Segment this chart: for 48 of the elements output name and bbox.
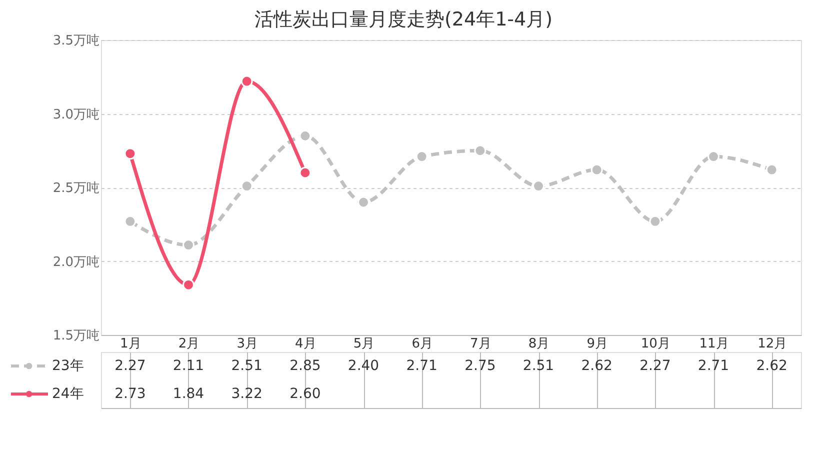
data-label: 2.75 [464, 358, 496, 374]
data-label: 1.84 [172, 386, 204, 402]
data-label: 2.51 [522, 358, 554, 374]
data-label: 2.73 [114, 386, 146, 402]
data-label: 3.22 [231, 386, 262, 402]
point [474, 144, 486, 157]
data-label: 2.60 [290, 386, 321, 402]
y-tick-label: 3.0万吨 [52, 107, 100, 122]
point [240, 180, 253, 192]
point [124, 148, 136, 160]
point [358, 196, 370, 208]
data-label: 2.11 [172, 358, 204, 374]
point [299, 166, 312, 179]
x-tick-label: 11月 [699, 336, 729, 352]
y-tick-label: 2.0万吨 [52, 254, 100, 270]
x-tick-label: 7月 [470, 336, 492, 352]
point [590, 164, 603, 176]
x-tick-label: 1月 [120, 336, 142, 352]
legend-label: 24年 [52, 386, 84, 402]
x-tick-label: 8月 [528, 336, 550, 352]
data-label: 2.51 [231, 358, 262, 374]
data-label: 2.71 [698, 358, 730, 374]
y-tick-label: 1.5万吨 [52, 328, 100, 344]
x-tick-label: 9月 [586, 336, 608, 352]
x-tick-label: 4月 [295, 336, 316, 352]
x-tick-label: 12月 [758, 336, 788, 352]
x-tick-label: 2月 [178, 336, 200, 352]
point [299, 130, 312, 142]
x-tick-label: 3月 [236, 336, 258, 352]
point [649, 215, 662, 228]
data-label: 2.62 [581, 358, 612, 374]
point [240, 75, 253, 88]
point [766, 164, 778, 176]
x-tick-label: 5月 [353, 336, 375, 352]
data-label: 2.40 [348, 358, 380, 374]
data-label: 2.27 [640, 358, 671, 374]
y-tick-label: 3.5万吨 [52, 34, 100, 48]
data-label: 2.85 [290, 358, 321, 374]
x-tick-label: 10月 [640, 336, 670, 352]
y-tick-label: 2.5万吨 [52, 181, 100, 196]
data-label: 2.71 [406, 358, 438, 374]
point [182, 278, 194, 291]
legend-label: 23年 [52, 358, 84, 374]
x-tick-label: 6月 [412, 336, 433, 352]
point [124, 215, 136, 228]
data-label: 2.62 [756, 358, 788, 374]
chart-title: 活性炭出口量月度走势(24年1-4月) [254, 8, 553, 30]
data-label: 2.27 [114, 358, 146, 374]
